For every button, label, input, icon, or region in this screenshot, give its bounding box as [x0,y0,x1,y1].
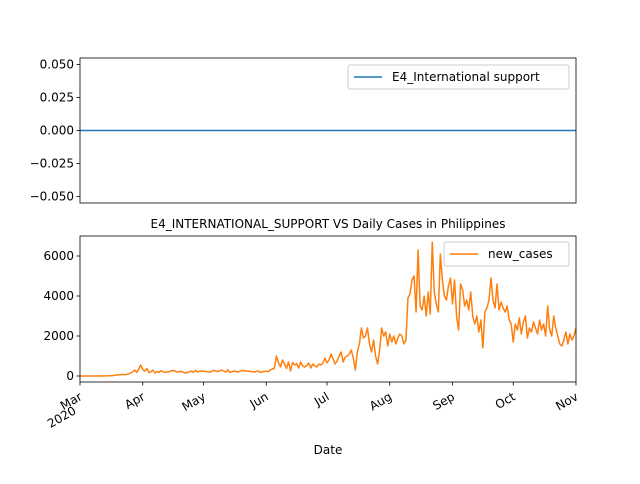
top-y-tick-label: 0.025 [40,91,74,105]
bottom-x-tick-label: Jul [311,389,331,409]
top-legend: E4_International support [347,64,570,90]
bottom-y-tick-label: 4000 [43,289,74,303]
bottom-chart-title: E4_INTERNATIONAL_SUPPORT VS Daily Cases … [150,217,505,231]
bottom-legend: new_cases [443,241,570,267]
top-plot-frame [79,57,577,204]
top-legend-label: E4_International support [392,70,540,84]
top-subplot: −0.050 −0.025 0.000 0.025 0.050 E4_Internati… [30,57,577,204]
top-y-tick-label: −0.025 [30,156,74,170]
top-y-tick-label: 0.050 [40,58,74,72]
top-y-tick-label: −0.050 [30,189,74,203]
series-line-new-cases [80,241,577,377]
bottom-legend-box [443,241,570,267]
x-axis-label: Date [314,443,343,457]
top-y-tick-label: 0.000 [40,124,74,138]
bottom-y-tick-label: 6000 [43,249,74,263]
bottom-y-tick-label: 2000 [43,329,74,343]
bottom-legend-label: new_cases [488,247,553,261]
bottom-y-tick-label: 0 [66,369,74,383]
top-legend-box [347,64,570,90]
bottom-y-axis-ticks: 0 2000 4000 6000 [43,249,80,383]
top-y-axis-ticks: −0.050 −0.025 0.000 0.025 0.050 [30,58,80,203]
bottom-plot-frame [79,235,577,383]
